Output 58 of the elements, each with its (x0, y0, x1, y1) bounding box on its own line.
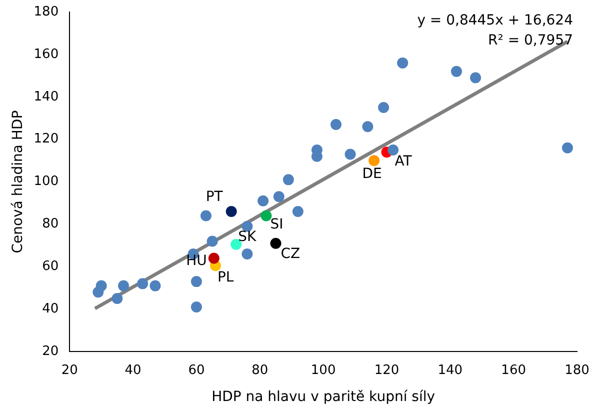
y-tick-label: 60 (42, 259, 59, 274)
point (397, 57, 408, 68)
x-axis-title: HDP na hlavu v paritě kupní síly (212, 389, 436, 406)
point (270, 238, 282, 249)
x-tick-label: 120 (374, 362, 400, 378)
y-tick-label: 180 (34, 4, 59, 20)
series-label: DE (362, 166, 382, 182)
y-tick-label: 80 (42, 216, 59, 232)
point (344, 148, 356, 160)
x-tick-label: 20 (61, 362, 78, 378)
point (96, 280, 107, 292)
point (112, 293, 123, 304)
point (388, 144, 399, 156)
series-label: AT (394, 154, 412, 170)
series-label: SI (270, 216, 284, 232)
point (226, 206, 237, 218)
series-label: CZ (280, 246, 300, 262)
y-tick-label: 20 (42, 344, 59, 359)
series-label: PT (206, 189, 224, 206)
x-tick-label: 80 (252, 362, 268, 378)
point (137, 278, 148, 290)
point (378, 102, 390, 114)
point (242, 248, 253, 260)
y-tick-label: 100 (34, 174, 59, 190)
y-tick-label: 140 (34, 89, 59, 104)
annotation: R² = 0,7957 (488, 32, 573, 49)
point (200, 210, 212, 222)
x-tick-label: 160 (501, 362, 526, 378)
point (118, 280, 130, 292)
point (273, 191, 284, 202)
point (208, 252, 220, 264)
series-label: HU (186, 252, 207, 269)
point (258, 195, 269, 206)
point (292, 206, 304, 218)
series-label: SK (238, 229, 257, 246)
x-tick-label: 180 (564, 362, 590, 378)
point (282, 174, 294, 186)
point (562, 142, 573, 154)
annotation: y = 0,8445x + 16,624 (417, 12, 574, 29)
point (362, 121, 374, 132)
y-tick-label: 40 (42, 302, 59, 317)
x-tick-label: 60 (188, 362, 205, 378)
y-axis-title: Cenová hladina HDP (10, 110, 26, 254)
point (206, 236, 218, 247)
x-tick-label: 100 (310, 362, 336, 378)
point (368, 155, 380, 166)
point (190, 302, 202, 313)
point (330, 118, 342, 130)
point (450, 66, 462, 77)
point (470, 72, 482, 84)
y-tick-label: 120 (34, 132, 59, 147)
series-label: PL (217, 269, 234, 286)
x-tick-label: 40 (124, 362, 142, 378)
x-tick-label: 140 (438, 362, 463, 378)
point (260, 210, 272, 222)
point (150, 280, 161, 292)
point (190, 276, 202, 288)
y-tick-label: 160 (34, 46, 59, 62)
